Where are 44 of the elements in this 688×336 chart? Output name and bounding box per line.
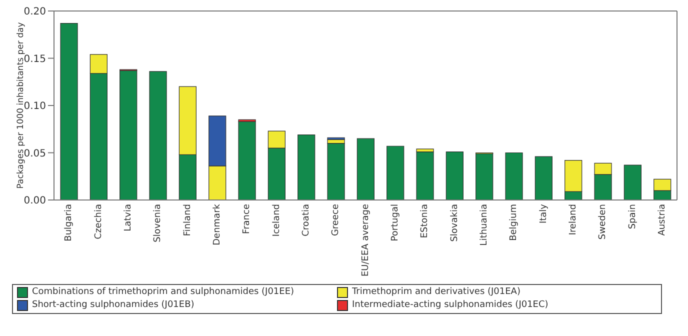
legend-label: Trimethoprim and derivatives (J01EA): [352, 286, 520, 299]
y-tick-label: 0.20: [24, 6, 46, 18]
x-tick-label: Croatia: [302, 204, 312, 236]
x-tick-label: Latvia: [124, 204, 134, 232]
y-tick-label: 0.05: [24, 148, 46, 160]
x-tick-label: Slovakia: [450, 204, 460, 242]
x-tick-label: Czechia: [94, 204, 104, 240]
bar: [416, 152, 434, 200]
bar: [356, 138, 374, 200]
x-tick-label: Portugal: [390, 204, 401, 242]
x-tick-label: Lithuania: [480, 204, 490, 246]
x-tick-label: Belgium: [509, 204, 520, 241]
bar: [446, 152, 464, 200]
legend-label: Intermediate-acting sulphonamides (J01EC): [352, 299, 548, 312]
x-tick-label: Austria: [658, 204, 668, 236]
x-tick-label: Ireland: [568, 204, 579, 236]
y-tick-label: 0.10: [24, 101, 46, 112]
x-tick-label: Greece: [331, 204, 342, 236]
x-tick-label: Slovenia: [153, 204, 164, 242]
bar: [534, 156, 552, 200]
bar: [505, 152, 523, 200]
x-tick-label: EU/EEA average: [360, 204, 371, 277]
x-tick-label: Iceland: [272, 204, 282, 237]
bar: [60, 22, 78, 200]
legend-label: Short-acting sulphonamides (J01EB): [32, 299, 194, 312]
bar: [327, 143, 345, 200]
x-tick-label: EStonia: [420, 204, 430, 238]
x-tick-label: Finland: [182, 204, 193, 236]
x-tick-label: Spain: [628, 204, 638, 230]
bar: [476, 153, 494, 200]
bar: [298, 134, 316, 200]
x-tick-label: France: [242, 204, 252, 234]
bar: [624, 164, 642, 200]
x-tick-label: Denmark: [212, 203, 223, 246]
bar: [238, 121, 256, 200]
x-tick-label: Bulgaria: [64, 204, 74, 242]
x-tick-label: Sweden: [598, 204, 608, 240]
x-tick-label: Italy: [538, 203, 549, 224]
bar: [386, 146, 404, 200]
y-tick-label: 0.00: [24, 196, 46, 207]
bar: [149, 71, 167, 200]
bar: [120, 70, 138, 200]
legend-label: Combinations of trimethoprim and sulphonamides (J01EE): [32, 286, 294, 299]
y-tick-label: 0.15: [24, 54, 46, 65]
